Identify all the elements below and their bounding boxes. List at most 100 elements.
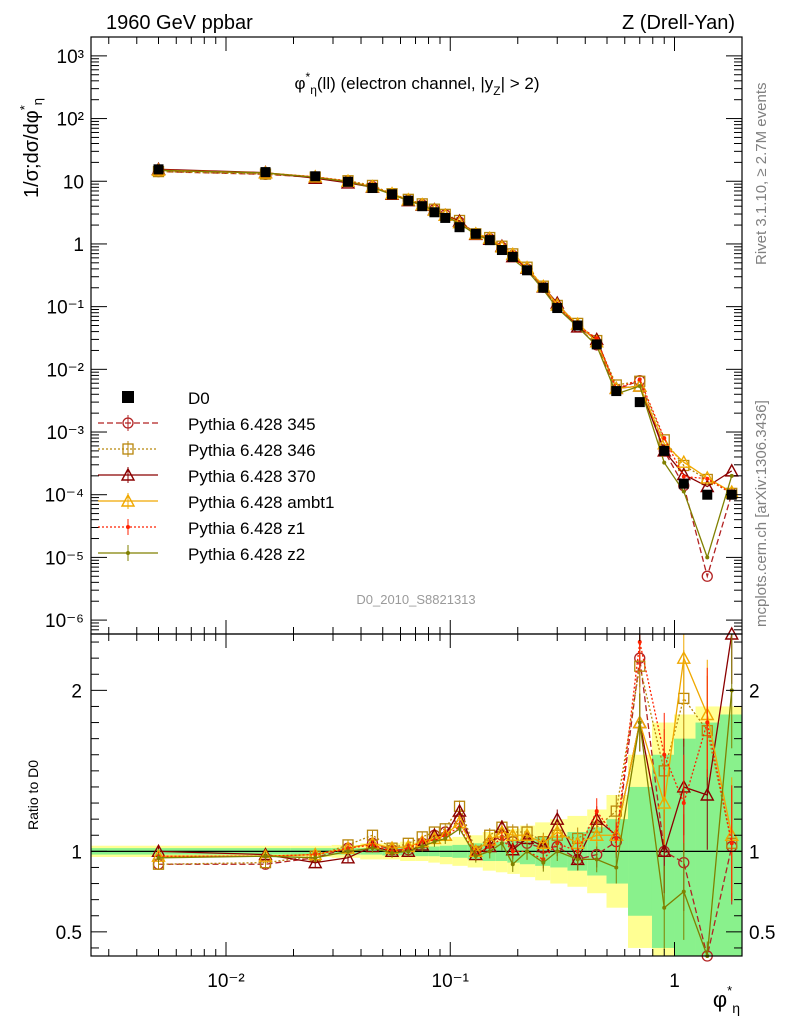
series-4-main-marker-22	[662, 436, 667, 441]
header-left: 1960 GeV ppbar	[106, 12, 253, 34]
data-point-14	[507, 251, 518, 262]
series-5-ratio-marker-0	[156, 855, 161, 860]
legend-label-data: D0	[188, 389, 210, 408]
y-tick-label-1: 10²	[57, 110, 84, 131]
series-5-ratio-marker-21	[637, 720, 642, 725]
series-5-ratio-marker-20	[614, 865, 619, 870]
series-3-ratio-marker-22	[657, 795, 672, 809]
ratio-series	[151, 626, 739, 962]
series-3-ratio-marker-14	[505, 827, 520, 841]
series-5-ratio-marker-14	[510, 862, 515, 867]
legend-label-4: Pythia 6.428 z1	[188, 519, 305, 538]
series-4-ratio-marker-20	[614, 836, 619, 841]
series-4-ratio-marker-21	[637, 640, 642, 645]
ratio-tick-label-r-0: 2	[749, 681, 760, 702]
data-point-16	[538, 282, 549, 293]
series-5-ratio-marker-23	[681, 889, 686, 894]
series-5-ratio-marker-9	[443, 836, 448, 841]
series-5-ratio-marker-1	[263, 854, 268, 859]
data-points	[153, 164, 737, 500]
series-5-ratio-marker-17	[555, 849, 560, 854]
series-5-ratio-marker-13	[499, 841, 504, 846]
series-2-ratio-marker-2	[308, 855, 323, 869]
rivet-version-label: Rivet 3.1.10, ≥ 2.7M events	[753, 83, 770, 266]
axes-frame	[90, 36, 743, 957]
series-4-ratio-marker-25	[729, 841, 734, 846]
series-3-main-marker-24	[700, 470, 715, 484]
series-5-ratio-marker-18	[575, 857, 580, 862]
data-point-12	[484, 235, 495, 246]
ratio-tick-label-l-2: 0.5	[56, 923, 82, 944]
series-5-main-marker-23	[681, 489, 686, 494]
ratio-y-axis-label: Ratio to D0	[25, 760, 41, 830]
legend-marker-4	[126, 525, 130, 529]
ratio-tick-label-l-1: 1	[71, 842, 82, 863]
legend-label-2: Pythia 6.428 370	[188, 467, 316, 486]
series-5-ratio-line	[158, 690, 733, 957]
series-4-ratio-line	[158, 641, 733, 861]
data-point-4	[367, 183, 378, 194]
series-4-main-marker-23	[681, 474, 686, 479]
series-4-ratio-marker-23	[681, 801, 686, 806]
data-point-10	[454, 222, 465, 233]
y-tick-label-5: 10⁻²	[47, 360, 85, 381]
series-3-ratio-marker-15	[519, 827, 535, 841]
series-5-ratio-marker-7	[420, 844, 425, 849]
legend-label-3: Pythia 6.428 ambt1	[188, 493, 334, 512]
y-tick-label-7: 10⁻⁴	[45, 486, 84, 507]
series-3-main-marker-23	[676, 454, 691, 468]
data-point-8	[429, 207, 440, 218]
x-tick-label-2: 1	[669, 971, 680, 992]
data-point-20	[611, 386, 622, 397]
legend: D0 Pythia 6.428 345 Pythia 6.428 346 Pythia…	[98, 389, 334, 564]
series-5-ratio-marker-19	[594, 857, 599, 862]
data-point-18	[572, 320, 583, 331]
ratio-tick-label-l-0: 2	[71, 681, 82, 702]
data-point-2	[310, 171, 321, 182]
series-5-ratio-marker-16	[541, 860, 546, 865]
legend-marker-5	[126, 551, 130, 555]
data-point-21	[634, 397, 645, 408]
series-1-main-line	[158, 170, 733, 494]
series-5-ratio-marker-3	[346, 849, 351, 854]
data-point-5	[387, 189, 398, 200]
band-inner-23	[674, 738, 696, 956]
ratio-tick-label-r-2: 0.5	[749, 923, 775, 944]
series-5-ratio-marker-4	[370, 846, 375, 851]
series-5-ratio-marker-15	[525, 849, 530, 854]
series-3-ratio-marker-16	[536, 835, 551, 849]
series-4-main-marker-21	[637, 377, 642, 382]
x-tick-label-0: 10⁻²	[207, 971, 245, 992]
data-point-15	[522, 265, 533, 276]
data-point-23	[678, 478, 689, 489]
data-point-6	[403, 195, 414, 206]
series-5-ratio-marker-8	[432, 839, 437, 844]
y-tick-label-9: 10⁻⁶	[45, 611, 84, 632]
series-4-main-marker-19	[594, 336, 599, 341]
data-point-9	[440, 212, 451, 223]
legend-label-5: Pythia 6.428 z2	[188, 545, 305, 564]
legend-marker-0	[122, 417, 134, 429]
header-right: Z (Drell-Yan)	[622, 12, 735, 34]
legend-label-0: Pythia 6.428 345	[188, 415, 316, 434]
series-0-main-line	[158, 170, 733, 579]
series-4-ratio-marker-14	[510, 849, 515, 854]
x-tick-label-1: 10⁻¹	[432, 971, 470, 992]
series-4-ratio-marker-19	[594, 809, 599, 814]
data-point-22	[659, 445, 670, 456]
series-5-ratio-marker-2	[313, 855, 318, 860]
series-5-ratio-marker-6	[406, 849, 411, 854]
data-point-11	[470, 228, 481, 239]
series-5-ratio-marker-22	[662, 905, 667, 910]
series-5-ratio-marker-12	[487, 849, 492, 854]
data-point-7	[417, 201, 428, 212]
series-5-ratio-marker-5	[390, 850, 395, 855]
data-point-24	[702, 489, 713, 500]
analysis-id: D0_2010_S8821313	[356, 592, 475, 607]
legend-label-1: Pythia 6.428 346	[188, 441, 316, 460]
y-tick-label-0: 10³	[57, 47, 84, 68]
axis-ticks: 10⁻² 10⁻¹ 110³10²10110⁻¹10⁻²10⁻³10⁻⁴10⁻⁵10…	[45, 36, 775, 992]
series-1-main-marker-24	[701, 473, 713, 486]
x-axis-label: φ*η	[713, 983, 740, 1016]
